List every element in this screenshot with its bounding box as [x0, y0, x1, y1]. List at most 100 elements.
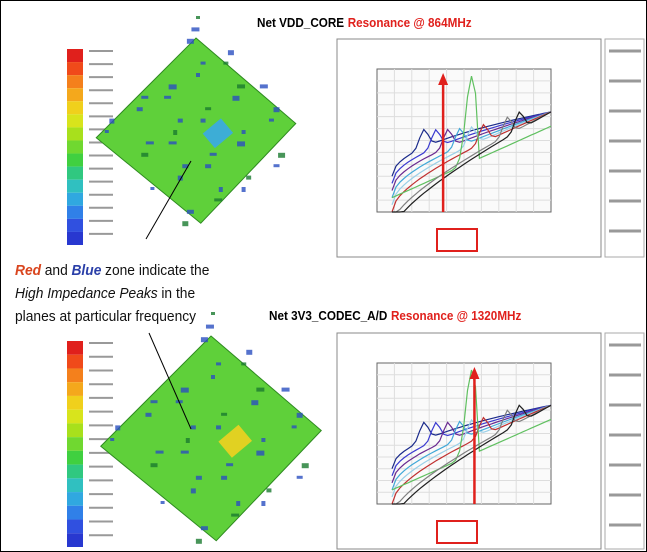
colorbar-cell [67, 492, 83, 506]
pcb-component [269, 119, 274, 122]
colorbar-cell [67, 219, 83, 232]
text: planes at particular frequency [15, 308, 196, 325]
pcb-component [256, 388, 264, 392]
colorbar-cell [67, 465, 83, 479]
pcb-component [187, 39, 194, 44]
pcb-component [242, 130, 246, 134]
pcb-component [178, 119, 183, 123]
pcb-component [211, 375, 215, 379]
text: in the [161, 285, 195, 302]
pcb-component [146, 141, 154, 144]
pcb-component [216, 362, 221, 365]
colorbar-cell [67, 206, 83, 219]
pcb-component [292, 425, 297, 428]
pcb-component [251, 400, 258, 405]
pcb-component [274, 107, 280, 112]
colorbar-cell [67, 451, 83, 465]
pcb-component [181, 388, 189, 393]
pcb-component [211, 312, 215, 315]
colorbar-cell [67, 232, 83, 245]
pcb-component [201, 119, 206, 123]
pcb-component [302, 463, 309, 468]
pcb-component [137, 107, 143, 111]
colorbar-cell [67, 506, 83, 520]
pcb-component [110, 438, 114, 441]
pcb-component [151, 400, 158, 403]
pcb-component [109, 119, 114, 124]
pcb-component [278, 153, 285, 158]
resonance: Resonance @ 864MHz [348, 15, 472, 30]
colorbar-cell [67, 410, 83, 424]
pcb-component [145, 413, 151, 417]
pcb-component [196, 73, 200, 77]
slide: Net VDD_COREResonance @ 864MHz Net 3V3_C… [0, 0, 647, 552]
colorbar-cell [67, 75, 83, 88]
colorbar-cell [67, 101, 83, 114]
colorbar-cell [67, 478, 83, 492]
blue-word: Blue [71, 262, 101, 279]
highlight: High Impedance Peaks [15, 285, 158, 302]
legend-column [605, 39, 644, 257]
pcb-component [151, 463, 158, 467]
colorbar-cell [67, 180, 83, 193]
pcb-component [256, 451, 264, 456]
colorbar-cell [67, 49, 83, 62]
pcb-component [221, 476, 227, 480]
pcb-component [266, 488, 271, 492]
colorbar-cell [67, 140, 83, 153]
pcb-component [141, 96, 148, 99]
colorbar-cell [67, 62, 83, 75]
text: zone indicate the [105, 262, 209, 279]
pcb-component [221, 413, 227, 416]
pcb-component [219, 187, 223, 192]
pcb-component [260, 84, 268, 88]
pcb-component [297, 413, 303, 418]
pcb-component [156, 451, 164, 454]
pcb-component [181, 451, 189, 454]
pcb-component [282, 388, 290, 392]
colorbar-cell [67, 368, 83, 382]
colorbar-cell [67, 382, 83, 396]
pcb-component [115, 425, 120, 430]
pcb-component [105, 130, 109, 133]
colorbar-cell [67, 396, 83, 410]
pcb-component [196, 476, 202, 480]
colorbar-cell [67, 533, 83, 547]
pcb-component [164, 96, 171, 99]
text: and [45, 262, 68, 279]
colorbar-cell [67, 355, 83, 369]
legend-column [605, 333, 644, 549]
colorbar-cell [67, 423, 83, 437]
pcb-component [141, 153, 148, 157]
colorbar-cell [67, 127, 83, 140]
pcb-component [182, 221, 188, 226]
colorbar-cell [67, 193, 83, 206]
pcb-component [226, 463, 233, 466]
pcb-component [261, 501, 265, 506]
pcb-component [223, 62, 228, 65]
pcb-component [196, 16, 200, 19]
pcb-component [169, 141, 177, 144]
annotation-line: planes at particular frequency [15, 305, 209, 328]
pcb-component [228, 50, 234, 55]
pcb-component [191, 425, 196, 429]
pcb-component [297, 476, 303, 479]
pcb-component [231, 514, 239, 517]
pcb-component [237, 141, 245, 146]
pcb-component [242, 187, 246, 192]
pcb-component [201, 526, 208, 530]
pcb-component [187, 210, 194, 214]
pcb-component [150, 187, 154, 190]
pcb-component [274, 164, 280, 167]
pcb-component [201, 62, 206, 65]
pcb-component [246, 176, 251, 180]
pcb-component [241, 362, 246, 365]
colorbar-cell [67, 88, 83, 101]
pcb-board [96, 38, 296, 223]
pcb-component [214, 198, 222, 201]
pcb-component [161, 501, 165, 504]
